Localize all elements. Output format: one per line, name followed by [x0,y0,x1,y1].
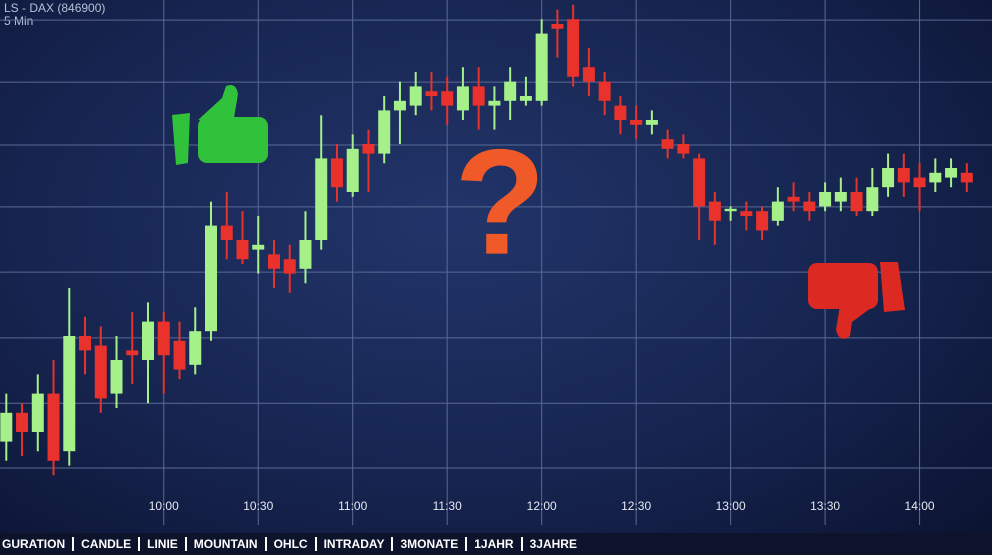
chart-title: LS - DAX (846900) [4,1,105,15]
candle-body [693,158,706,207]
x-tick-label: 11:30 [433,499,462,513]
candle-body [94,345,107,399]
candle-body [598,81,611,101]
thumb-up-icon [172,85,268,165]
candle-body [708,201,721,221]
toolbar-button[interactable]: OHLC [264,537,315,551]
candle-body [945,168,958,178]
candle-body [346,148,359,192]
candle-body [645,120,658,125]
toolbar-button[interactable]: 3JAHRE [520,537,584,551]
candle-body [142,321,155,360]
candle-body [425,91,438,96]
candle-body [960,172,973,183]
candle-body [897,168,910,183]
toolbar-button[interactable]: CANDLE [72,537,138,551]
candle-body [834,192,847,202]
candle-body [787,196,800,202]
chart-subtitle: 5 Min [4,14,33,28]
candle-body [866,187,879,212]
candle-body [614,105,627,120]
candle-body [31,393,44,432]
candle-body [110,360,123,394]
candle-body [157,321,170,356]
candle-body [519,96,532,101]
x-tick-label: 13:00 [716,499,746,513]
candle-body [850,192,863,212]
x-tick-label: 13:30 [810,499,840,513]
chart: LS - DAX (846900) 5 Min 10:00 10:30 11:00 1… [0,0,992,525]
candle-body [535,33,548,101]
candle-body [189,331,202,365]
candle-body [882,168,895,188]
candle-body [393,100,406,111]
candle-body [63,336,76,452]
candle-body [0,412,13,442]
candle-body [929,172,942,183]
candle-body [299,240,312,269]
toolbar-button[interactable]: 1JAHR [465,537,520,551]
candle-body [220,225,233,240]
toolbar: GURATION CANDLE LINIE MOUNTAIN OHLC INTRADAY 3… [0,533,992,555]
candle-body [267,254,280,269]
candle-body [567,19,580,77]
candle-body [488,100,501,106]
candle-body [771,201,784,221]
candle-body [661,139,674,149]
candle-body [913,177,926,188]
candle-body [362,144,375,154]
x-tick-label: 10:30 [243,499,273,513]
candle-body [126,350,139,356]
candle-body [724,208,737,212]
candle-body [378,110,391,154]
toolbar-button[interactable]: GURATION [2,537,66,551]
candle-body [315,158,328,240]
x-tick-label: 11:00 [338,499,367,513]
candle-body [582,67,595,82]
candle-body [173,340,186,370]
candle-body [740,211,753,216]
toolbar-button[interactable]: LINIE [138,537,185,551]
candle-body [756,211,769,231]
x-tick-label: 10:00 [149,499,179,513]
candle-body [630,120,643,125]
candle-body [409,86,422,106]
candle-body [330,158,343,188]
question-mark: ? [454,118,546,286]
candle-body [456,86,469,111]
candle-body [236,240,249,260]
candle-body [283,259,296,274]
toolbar-button[interactable]: INTRADAY [314,537,392,551]
x-tick-label: 12:00 [527,499,557,513]
candle-body [504,81,517,101]
toolbar-button[interactable]: 3MONATE [391,537,465,551]
candle-body [472,86,485,106]
candle-body [252,244,265,250]
candle-body [16,412,29,432]
thumb-down-icon [808,262,905,339]
toolbar-button[interactable]: MOUNTAIN [184,537,265,551]
x-tick-label: 12:30 [621,499,651,513]
candle-body [551,24,564,29]
candle-body [819,192,832,207]
x-tick-label: 14:00 [905,499,935,513]
candle-body [79,336,92,351]
candle-body [47,393,60,461]
candle-body [441,91,454,106]
candle-body [677,144,690,154]
candle-body [803,201,816,212]
candle-body [204,225,217,332]
